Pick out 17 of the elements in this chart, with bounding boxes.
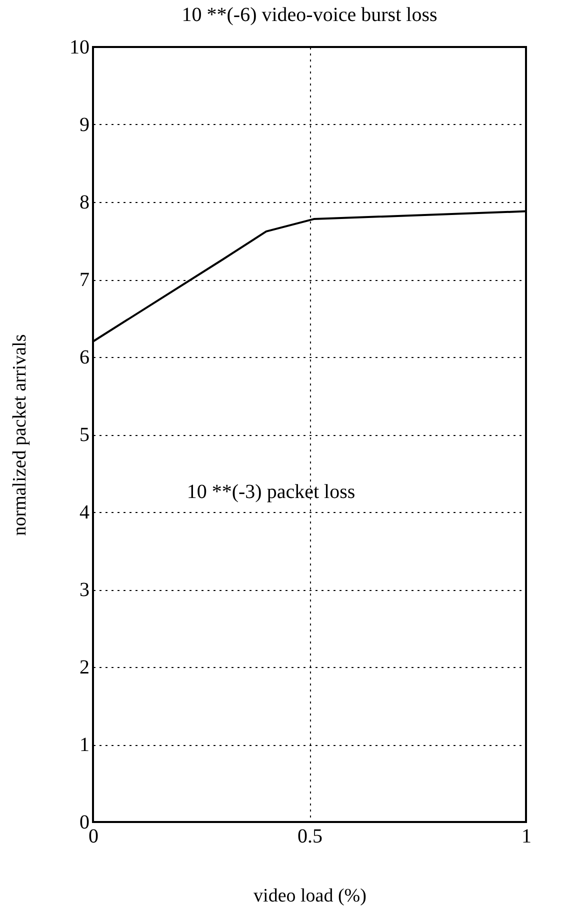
y-tick-label: 4 <box>80 502 90 524</box>
y-tick-label: 9 <box>80 114 90 136</box>
y-tick-label: 0 <box>80 812 90 834</box>
y-axis-title: normalized packet arrivals <box>10 334 30 536</box>
x-tick-label: 1 <box>522 826 532 848</box>
y-tick-label: 3 <box>80 579 90 601</box>
y-tick-label: 7 <box>80 269 90 291</box>
y-tick-label: 8 <box>80 192 90 214</box>
y-tick-label: 1 <box>80 734 90 756</box>
y-tick-label: 2 <box>80 656 90 678</box>
y-tick-label: 5 <box>80 424 90 446</box>
y-tick-label: 10 <box>70 36 90 58</box>
y-tick-label: 6 <box>80 346 90 368</box>
chart-title: 10 **(-6) video-voice burst loss <box>182 4 438 26</box>
annotation: 10 **(-3) packet loss <box>186 481 356 503</box>
x-tick-label: 0.5 <box>298 826 322 848</box>
x-axis-title: video load (%) <box>254 886 366 906</box>
